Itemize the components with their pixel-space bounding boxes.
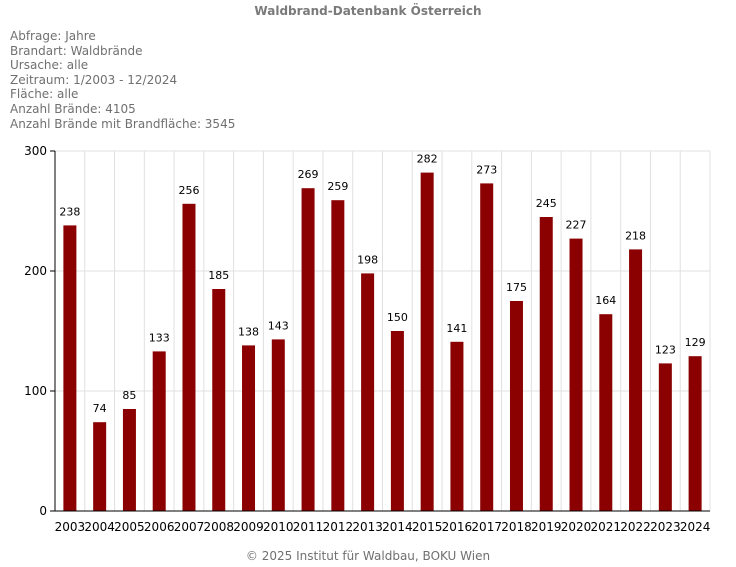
data-label: 164 (595, 294, 616, 307)
data-label: 273 (476, 163, 497, 176)
x-tick-label: 2004 (84, 520, 115, 534)
data-label: 74 (93, 402, 107, 415)
query-line: Brandart: Waldbrände (10, 43, 143, 58)
x-tick-label: 2017 (471, 520, 502, 534)
bar (599, 314, 613, 511)
x-tick-label: 2019 (531, 520, 562, 534)
data-label: 259 (327, 180, 348, 193)
x-tick-label: 2007 (174, 520, 205, 534)
data-label: 269 (298, 168, 319, 181)
data-label: 198 (357, 253, 378, 266)
bar (242, 345, 256, 511)
bar (182, 203, 196, 512)
bar (480, 183, 494, 511)
data-label: 123 (655, 343, 676, 356)
data-label: 141 (446, 322, 467, 335)
x-tick-label: 2022 (620, 520, 651, 534)
x-tick-label: 2009 (233, 520, 264, 534)
x-tick-label: 2021 (591, 520, 622, 534)
query-line: Zeitraum: 1/2003 - 12/2024 (10, 72, 178, 87)
data-label: 282 (417, 153, 438, 166)
x-tick-label: 2010 (263, 520, 294, 534)
x-tick-label: 2005 (114, 520, 145, 534)
query-line: Ursache: alle (10, 58, 89, 73)
bar (152, 351, 166, 511)
x-tick-label: 2012 (323, 520, 354, 534)
chart-title: Waldbrand-Datenbank Österreich (254, 4, 482, 18)
x-tick-label: 2008 (203, 520, 234, 534)
bar (569, 238, 583, 511)
bar (331, 200, 345, 511)
x-tick-label: 2003 (55, 520, 86, 534)
query-line: Anzahl Brände: 4105 (10, 101, 136, 116)
bar (658, 363, 672, 511)
x-tick-label: 2014 (382, 520, 413, 534)
x-tick-label: 2020 (561, 520, 592, 534)
data-label: 129 (685, 336, 706, 349)
bar (539, 217, 553, 511)
x-tick-label: 2018 (501, 520, 532, 534)
bar (390, 331, 404, 511)
bar (212, 289, 226, 511)
y-tick-label: 0 (39, 504, 47, 518)
bar (271, 339, 285, 511)
y-tick-label: 200 (24, 264, 47, 278)
bar (122, 409, 136, 511)
data-label: 143 (268, 319, 289, 332)
y-tick-label: 100 (24, 384, 47, 398)
query-line: Anzahl Brände mit Brandfläche: 3545 (10, 116, 236, 131)
bar (688, 356, 702, 511)
bar (93, 422, 107, 511)
x-tick-label: 2015 (412, 520, 443, 534)
data-label: 185 (208, 269, 229, 282)
data-label: 227 (566, 219, 587, 232)
query-line: Abfrage: Jahre (10, 29, 96, 43)
x-tick-label: 2006 (144, 520, 175, 534)
x-tick-label: 2011 (293, 520, 324, 534)
data-label: 256 (178, 184, 199, 197)
bar (420, 172, 434, 511)
bar (63, 225, 77, 511)
y-tick-label: 300 (24, 144, 47, 158)
query-info: Abfrage: Jahre Brandart: Waldbrände Ursa… (10, 29, 235, 131)
bar (361, 273, 375, 511)
data-label: 150 (387, 311, 408, 324)
data-label: 138 (238, 325, 259, 338)
data-label: 175 (506, 281, 527, 294)
data-label: 133 (149, 331, 170, 344)
query-line: Fläche: alle (10, 87, 79, 102)
x-tick-label: 2024 (680, 520, 711, 534)
data-label: 218 (625, 229, 646, 242)
data-label: 238 (59, 205, 80, 218)
x-tick-label: 2016 (442, 520, 473, 534)
footer-copyright: © 2025 Institut für Waldbau, BOKU Wien (245, 549, 491, 563)
x-tick-label: 2013 (352, 520, 383, 534)
data-label: 85 (122, 389, 136, 402)
bar (450, 341, 464, 511)
data-label: 245 (536, 197, 557, 210)
x-tick-label: 2023 (650, 520, 681, 534)
bar (301, 188, 315, 511)
bar (629, 249, 643, 511)
bar (509, 301, 523, 511)
